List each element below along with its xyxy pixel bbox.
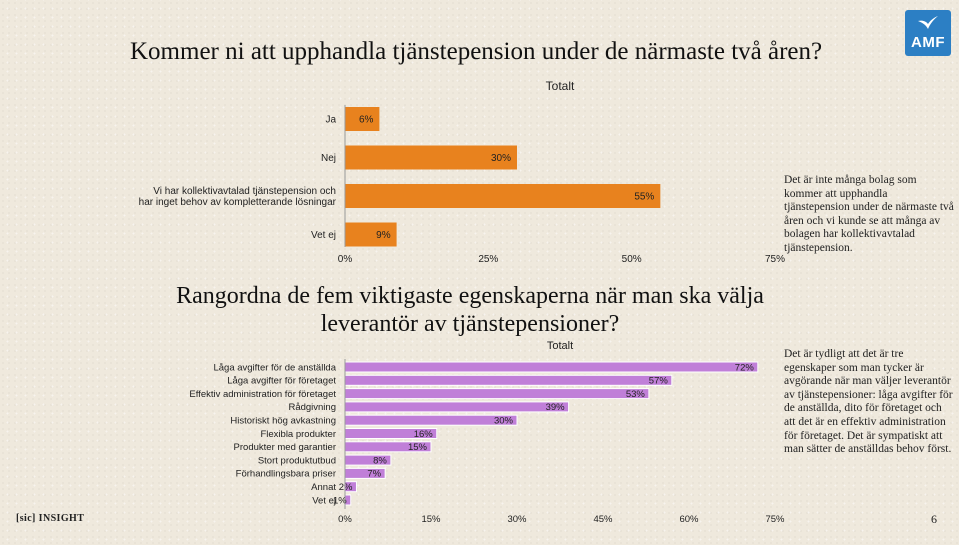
x-tick-label: 15% bbox=[421, 514, 441, 525]
x-tick-label: 50% bbox=[622, 254, 642, 265]
bar-value-label: 55% bbox=[634, 192, 654, 203]
bar-value-label: 9% bbox=[376, 230, 391, 241]
side-text-1: Det är inte många bolag som kommer att u… bbox=[784, 174, 954, 254]
x-tick-label: 30% bbox=[507, 514, 527, 525]
category-label: Ja bbox=[325, 115, 336, 126]
bar-value-label: 53% bbox=[626, 389, 646, 400]
bar bbox=[345, 107, 380, 131]
category-label: har inget behov av kompletterande lösnin… bbox=[139, 197, 337, 208]
side-text-2: Det är tydligt att det är tre egenskaper… bbox=[784, 348, 953, 456]
bar-value-label: 39% bbox=[546, 402, 566, 413]
x-tick-label: 0% bbox=[338, 514, 352, 525]
slide-title: Kommer ni att upphandla tjänstepension u… bbox=[130, 38, 823, 65]
bar-value-label: 1% bbox=[333, 495, 347, 506]
bar-value-label: 7% bbox=[367, 469, 381, 480]
x-tick-label: 45% bbox=[593, 514, 613, 525]
bar-value-label: 8% bbox=[373, 455, 387, 466]
x-tick-label: 60% bbox=[679, 514, 699, 525]
bar bbox=[344, 414, 518, 426]
bar bbox=[344, 401, 570, 413]
x-tick-label: 75% bbox=[765, 254, 785, 265]
bar-value-label: 2% bbox=[339, 482, 353, 493]
bar-value-label: 15% bbox=[408, 442, 428, 453]
bar bbox=[345, 222, 397, 247]
x-tick-label: 75% bbox=[765, 514, 785, 525]
category-label: Låga avgifter för de anställda bbox=[213, 362, 336, 373]
bar-value-label: 16% bbox=[414, 429, 434, 440]
brand-label: [sic] INSIGHT bbox=[16, 513, 85, 524]
chart-title: Totalt bbox=[547, 340, 573, 352]
bar bbox=[345, 145, 517, 170]
category-label: Historiskt hög avkastning bbox=[230, 416, 336, 427]
category-label: Produkter med garantier bbox=[234, 442, 336, 453]
bar bbox=[344, 374, 673, 386]
logo-text: AMF bbox=[911, 34, 945, 51]
category-label: Annat bbox=[311, 482, 336, 493]
category-label: Vet ej bbox=[311, 230, 336, 241]
category-label: Vi har kollektivavtalad tjänstepension o… bbox=[153, 186, 336, 197]
category-label: Nej bbox=[321, 153, 336, 164]
page-number: 6 bbox=[931, 512, 937, 526]
chart-title: Totalt bbox=[546, 79, 575, 93]
bar bbox=[344, 361, 759, 373]
category-label: Förhandlingsbara priser bbox=[236, 469, 336, 480]
amf-logo: AMF bbox=[905, 10, 951, 56]
category-label: Effektiv administration för företaget bbox=[189, 389, 336, 400]
category-label: Rådgivning bbox=[288, 402, 336, 413]
bar-value-label: 72% bbox=[735, 362, 755, 373]
bar-value-label: 30% bbox=[491, 153, 511, 164]
bar-value-label: 30% bbox=[494, 416, 514, 427]
bar bbox=[345, 184, 661, 208]
category-label: Flexibla produkter bbox=[260, 429, 336, 440]
swallow-icon bbox=[918, 16, 938, 29]
category-label: Stort produktutbud bbox=[258, 455, 336, 466]
category-label: Låga avgifter för företaget bbox=[227, 376, 336, 387]
bar-value-label: 6% bbox=[359, 115, 374, 126]
category-label: Vet ej bbox=[312, 495, 336, 506]
bar bbox=[344, 388, 650, 400]
x-tick-label: 0% bbox=[338, 254, 353, 265]
bar-value-label: 57% bbox=[649, 376, 669, 387]
x-tick-label: 25% bbox=[478, 254, 498, 265]
slide-title-2: Rangordna de fem viktigaste egenskaperna… bbox=[176, 283, 764, 337]
